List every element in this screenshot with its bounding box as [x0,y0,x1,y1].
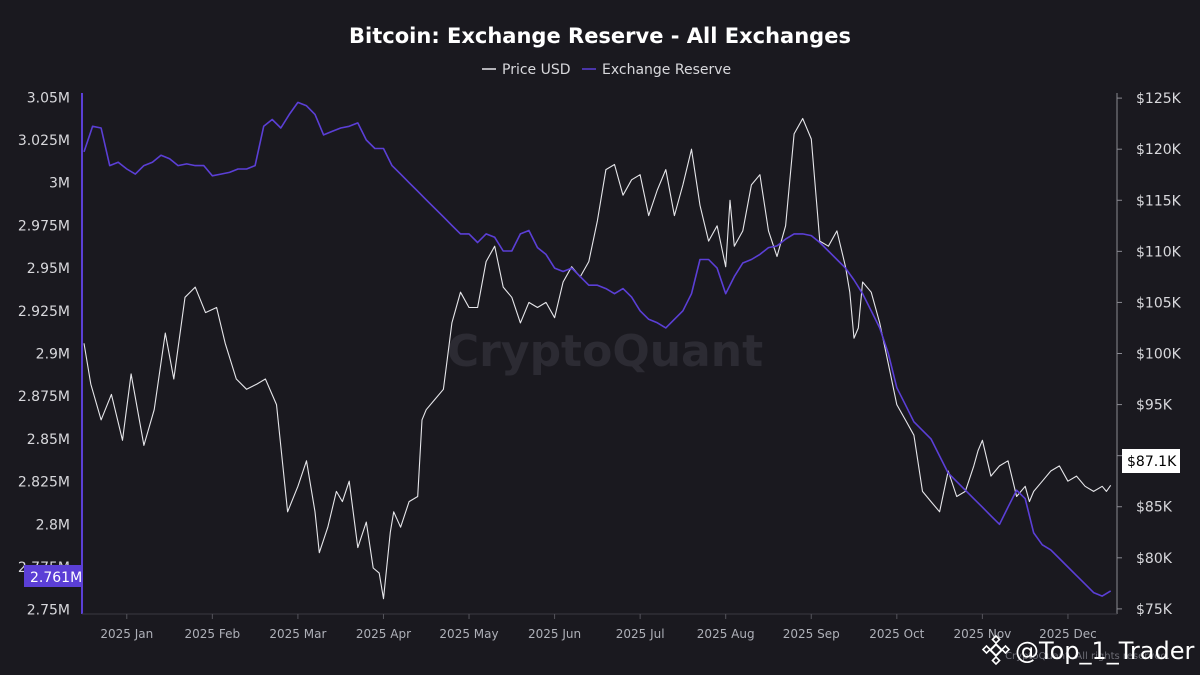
x-tick-label: 2025 Sep [783,627,840,641]
x-tick-label: 2025 May [439,627,498,641]
left-tick-label: 2.8M [36,517,70,533]
left-tick-label: 2.9M [36,347,70,363]
price-badge-text: $87.1K [1127,454,1177,470]
x-axis-ticks: 2025 Jan 2025 Feb 2025 Mar 2025 Apr 2025 May… [100,614,1097,641]
right-tick-label: $80K [1136,551,1173,567]
x-tick-label: 2025 Nov [953,627,1011,641]
right-tick-label: $115K [1136,193,1182,209]
handle-text: @Top_1_Trader [1015,637,1194,665]
chart-title: Bitcoin: Exchange Reserve - All Exchange… [349,24,851,48]
right-tick-label: $110K [1136,244,1182,260]
left-tick-label: 2.85M [27,432,70,448]
x-tick-label: 2025 Oct [869,627,924,641]
reserve-badge-bg [24,565,82,587]
left-tick-label: 2.825M [18,475,70,491]
handle-overlay: @Top_1_Trader [981,634,1194,666]
reserve-value-badge: 2.761M [24,565,82,587]
reserve-badge-text: 2.761M [30,570,82,586]
watermark: CryptoQuant [447,326,763,377]
legend-label-reserve[interactable]: Exchange Reserve [602,62,731,78]
right-tick-label: $95K [1136,398,1173,414]
left-tick-label: 3M [49,176,70,192]
right-axis-ticks: $125K$120K$115K$110K$105K$100K$95K$90K$8… [1117,91,1182,618]
price-badge-bg [1122,449,1180,473]
copyright-text: CryptoQuant. All rights reserved. [1005,651,1170,662]
series-layer [83,101,1112,600]
x-tick-label: 2025 Jun [528,627,581,641]
x-tick-label: 2025 Jul [616,627,665,641]
legend-label-price[interactable]: Price USD [502,62,571,78]
price-value-badge: $87.1K [1122,449,1180,473]
right-tick-label: $75K [1136,602,1173,618]
left-tick-label: 3.025M [18,133,70,149]
right-tick-label: $100K [1136,347,1182,363]
x-tick-label: 2025 Mar [269,627,326,641]
right-tick-label: $120K [1136,142,1182,158]
legend: Price USD Exchange Reserve [482,62,731,78]
x-tick-label: 2025 Jan [100,627,153,641]
series-line-price-usd [83,117,1112,600]
left-tick-label: 2.975M [18,218,70,234]
left-tick-label: 2.75M [27,603,70,619]
left-axis-ticks: 3.05M 3.025M 3M 2.975M 2.95M 2.925M 2.9M 2.875M… [18,90,70,618]
series-line-exchange-reserve [83,101,1112,597]
right-tick-label: $85K [1136,500,1173,516]
left-tick-label: 2.875M [18,389,70,405]
x-tick-label: 2025 Aug [697,627,755,641]
right-tick-label: $105K [1136,295,1182,311]
binance-logo-icon [981,634,1011,666]
x-tick-label: 2025 Feb [185,627,241,641]
left-tick-label: 3.05M [27,90,70,106]
left-tick-label: 2.925M [18,304,70,320]
left-tick-label: 2.95M [27,261,70,277]
x-tick-label: 2025 Apr [356,627,411,641]
right-tick-label: $125K [1136,91,1182,107]
x-tick-label: 2025 Dec [1039,627,1097,641]
